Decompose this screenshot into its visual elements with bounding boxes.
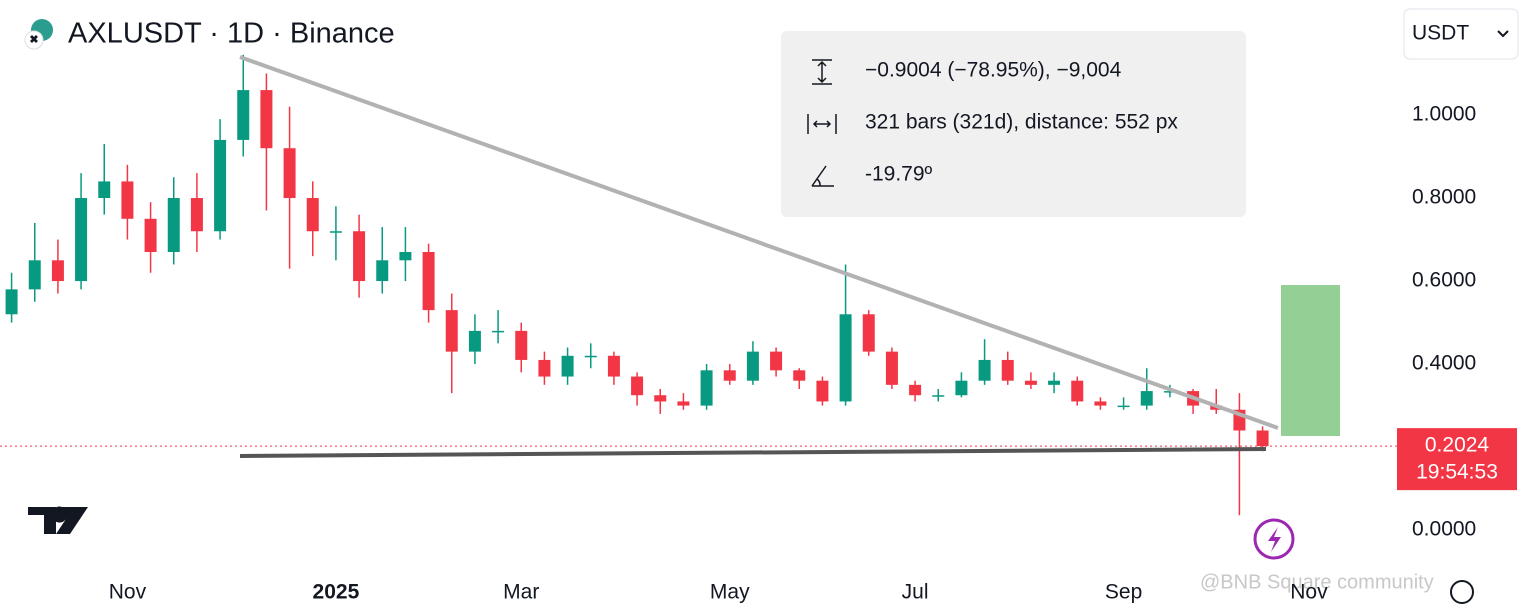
x-tick-label: Sep	[1105, 581, 1142, 604]
candle-body	[1140, 391, 1153, 406]
candle-body	[978, 359, 991, 381]
price-range-icon	[812, 59, 832, 85]
candle-body	[538, 359, 551, 377]
candle-body	[909, 384, 922, 396]
y-tick-label: 0.8000	[1412, 186, 1476, 209]
measure-box	[781, 31, 1246, 217]
bars-range-icon	[807, 114, 837, 134]
candle-body	[816, 380, 829, 402]
candle-body	[862, 314, 875, 352]
candle-body	[376, 260, 389, 282]
candle-body	[932, 395, 945, 397]
candle-body	[98, 181, 111, 199]
candle-body	[75, 198, 88, 282]
x-tick-label: Jul	[902, 581, 929, 604]
candle-body	[214, 139, 227, 232]
candle-body	[190, 198, 203, 232]
x-tick-label: Nov	[109, 581, 147, 604]
candle-body	[677, 401, 690, 406]
currency-select[interactable]	[1403, 8, 1519, 60]
x-tick-label: May	[710, 581, 750, 604]
x-tick-label: Nov	[1290, 581, 1328, 604]
candle-body	[654, 395, 667, 402]
price-tag-countdown: 19:54:53	[1416, 461, 1498, 484]
measure-text: -19.79º	[865, 163, 933, 186]
y-tick-label: 1.0000	[1412, 103, 1476, 126]
price-tag-value: 0.2024	[1425, 434, 1490, 457]
candle-body	[723, 370, 736, 381]
candle-body	[237, 90, 250, 140]
watermark: @BNB Square community	[1200, 571, 1434, 593]
x-tick-label: 2025	[313, 581, 360, 604]
support-line	[239, 447, 1267, 458]
candle-body	[399, 251, 412, 261]
y-tick-label: 0.6000	[1412, 269, 1476, 292]
candle-body	[561, 355, 574, 377]
candle-body	[353, 231, 366, 282]
candle-body	[51, 260, 64, 282]
candle-body	[885, 351, 898, 385]
candle-body	[955, 380, 968, 396]
candle-body	[144, 218, 157, 252]
measure-text: −0.9004 (−78.95%), −9,004	[865, 59, 1122, 82]
candle-body	[1024, 380, 1037, 385]
candle-body	[584, 355, 597, 358]
candle-body	[1048, 380, 1061, 385]
candle-body	[121, 181, 134, 219]
chart-title: AXLUSDT · 1D · Binance	[68, 18, 395, 50]
x-tick-label: Mar	[503, 581, 539, 604]
candle-body	[422, 251, 435, 311]
candle-body	[631, 376, 644, 396]
candle-body	[607, 355, 620, 377]
candle-body	[1163, 391, 1176, 393]
candle-body	[839, 314, 852, 402]
angle-icon	[811, 165, 834, 187]
candle-body	[260, 90, 273, 149]
candle-body	[1256, 430, 1269, 447]
candle-body	[793, 370, 806, 381]
candle-body	[700, 370, 713, 406]
candle-body	[770, 351, 783, 371]
candle-body	[329, 231, 342, 233]
candle-body	[445, 310, 458, 352]
exchange-icon	[24, 30, 44, 50]
dropdown-arrow	[1497, 30, 1509, 38]
candle-body	[306, 198, 319, 232]
candle-body	[28, 260, 41, 290]
tv-logo	[28, 506, 88, 534]
settings-icon[interactable]	[1450, 580, 1474, 604]
y-tick-label: 0.0000	[1412, 518, 1476, 541]
currency-label[interactable]: USDT	[1412, 22, 1469, 45]
exchange-glyph: ✖	[29, 34, 38, 46]
target-box	[1281, 285, 1340, 436]
candle-body	[283, 148, 296, 199]
candle-body	[167, 198, 180, 252]
candle-body	[492, 330, 505, 333]
candle-body	[468, 330, 481, 352]
candle-body	[1071, 380, 1084, 402]
price-tag	[1397, 428, 1517, 491]
candle-body	[1001, 359, 1014, 381]
trend-line	[239, 55, 1279, 430]
news-bolt	[1268, 527, 1281, 552]
measure-text: 321 bars (321d), distance: 552 px	[865, 111, 1178, 134]
candle-body	[1117, 405, 1130, 408]
candle-body	[5, 289, 18, 315]
candle-body	[1094, 401, 1107, 406]
y-tick-label: 0.4000	[1412, 352, 1476, 375]
candle-body	[515, 330, 528, 360]
candle-body	[746, 351, 759, 381]
